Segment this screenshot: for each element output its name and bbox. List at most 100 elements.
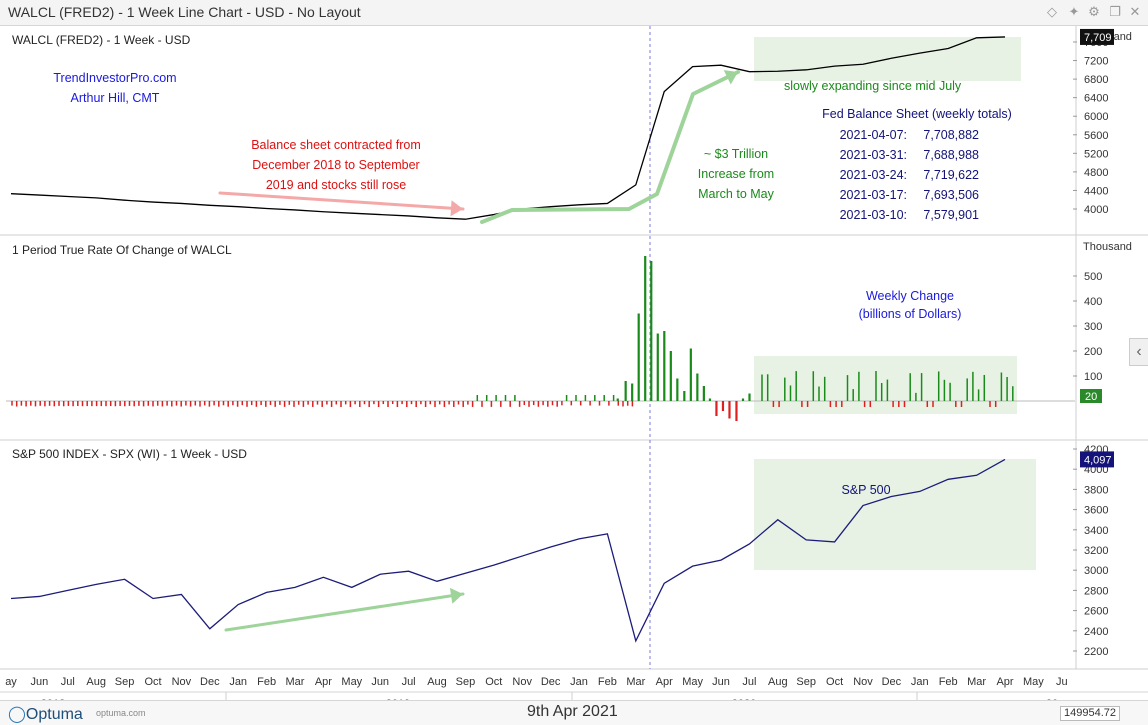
month-tick: Apr <box>656 676 673 688</box>
month-tick: Jun <box>712 676 730 688</box>
month-tick: Aug <box>768 676 788 688</box>
roc-bar <box>721 401 725 411</box>
month-tick: Sep <box>115 676 135 688</box>
contraction-arrow-head <box>450 200 463 217</box>
month-tick: Sep <box>456 676 476 688</box>
walcl-last-value-badge <box>1080 28 1114 45</box>
pin-icon[interactable]: ✦ <box>1068 4 1080 19</box>
month-tick: Mar <box>286 676 305 688</box>
month-tick: Jun <box>31 676 49 688</box>
roc-bar <box>637 313 640 401</box>
month-tick: Feb <box>257 676 276 688</box>
walcl-y-tick: 6000 <box>1084 111 1108 123</box>
increase-arrow <box>480 70 740 224</box>
fed-table-date: 2021-04-07: <box>840 128 907 142</box>
month-tick: ay <box>5 676 17 688</box>
month-tick: Dec <box>882 676 902 688</box>
roc-annotation: Weekly Change <box>866 289 954 303</box>
month-tick: Jul <box>61 676 75 688</box>
contraction-arrow <box>218 191 465 211</box>
increase-note: March to May <box>698 187 774 201</box>
month-tick: Feb <box>598 676 617 688</box>
roc-bar <box>624 381 627 401</box>
fed-table-date: 2021-03-31: <box>840 148 907 162</box>
close-icon[interactable]: ✕ <box>1129 4 1141 19</box>
chart-area[interactable]: 4000440048005200560060006400680072007600… <box>0 26 1148 700</box>
roc-panel-title: 1 Period True Rate Of Change of WALCL <box>12 243 232 257</box>
fed-table-value: 7,719,622 <box>923 168 979 182</box>
spx-last-value-badge <box>1080 451 1114 468</box>
spx-y-tick: 3400 <box>1084 525 1108 537</box>
roc-y-tick: 200 <box>1084 346 1102 358</box>
contraction-note: December 2018 to September <box>252 158 419 172</box>
spx-y-tick: 2800 <box>1084 585 1108 597</box>
fed-table-value: 7,693,506 <box>923 188 979 202</box>
month-tick: Dec <box>200 676 220 688</box>
roc-highlight-box <box>754 356 1017 414</box>
walcl-panel-title: WALCL (FRED2) - 1 Week - USD <box>12 33 191 47</box>
spx-last-value: 4,097 <box>1084 454 1112 466</box>
contraction-note: 2019 and stocks still rose <box>266 178 406 192</box>
month-tick: Mar <box>626 676 645 688</box>
site-link[interactable]: optuma.com <box>96 708 146 718</box>
roc-last-value-badge <box>1080 389 1102 403</box>
roc-y-tick: 400 <box>1084 296 1102 308</box>
spx-rise-arrow <box>224 592 465 632</box>
increase-note: ~ $3 Trillion <box>704 147 768 161</box>
roc-annotation: (billions of Dollars) <box>859 307 962 321</box>
spx-y-tick: 3000 <box>1084 565 1108 577</box>
walcl-y-tick: 5600 <box>1084 130 1108 142</box>
spx-series-label: S&P 500 <box>841 483 890 497</box>
walcl-y-tick: 6400 <box>1084 93 1108 105</box>
spx-y-tick: 3200 <box>1084 545 1108 557</box>
roc-bar <box>644 256 647 401</box>
roc-bar <box>702 386 705 401</box>
month-tick: May <box>341 676 362 688</box>
month-tick: Jan <box>229 676 247 688</box>
month-tick: Jan <box>911 676 929 688</box>
expansion-note: slowly expanding since mid July <box>784 79 962 93</box>
roc-bar <box>663 331 666 401</box>
year-tick: 2019 <box>386 698 410 700</box>
source-text: TrendInvestorPro.com <box>53 71 176 85</box>
month-tick: Nov <box>512 676 532 688</box>
walcl-y-tick: 7200 <box>1084 56 1108 68</box>
month-tick: Nov <box>853 676 873 688</box>
fed-table-value: 7,579,901 <box>923 208 979 222</box>
walcl-y-tick: 4800 <box>1084 167 1108 179</box>
chevron-left-icon[interactable]: ‹ <box>1129 338 1148 366</box>
roc-bar <box>676 378 679 401</box>
spx-highlight-box <box>754 459 1036 570</box>
walcl-y-tick: 6800 <box>1084 74 1108 86</box>
roc-y-tick: 100 <box>1084 371 1102 383</box>
month-tick: Oct <box>826 676 843 688</box>
footer: ◯Optuma optuma.com 9th Apr 2021 149954.7… <box>0 700 1148 725</box>
walcl-y-tick: 4000 <box>1084 204 1108 216</box>
fed-table-value: 7,688,988 <box>923 148 979 162</box>
roc-unit-label: Thousand <box>1083 241 1132 253</box>
roc-bar <box>689 348 692 401</box>
spx-y-tick: 2400 <box>1084 626 1108 638</box>
roc-bar <box>741 398 745 401</box>
month-tick: Ju <box>1056 676 1068 688</box>
month-tick: Apr <box>315 676 332 688</box>
fed-table-value: 7,708,882 <box>923 128 979 142</box>
month-tick: Apr <box>996 676 1013 688</box>
spx-y-tick: 3800 <box>1084 484 1108 496</box>
roc-last-value: 20 <box>1085 391 1097 403</box>
spx-panel-title: S&P 500 INDEX - SPX (WI) - 1 Week - USD <box>12 447 247 461</box>
fed-table-date: 2021-03-17: <box>840 188 907 202</box>
roc-bar <box>669 351 672 401</box>
spx-rise-arrow-head <box>449 587 463 604</box>
settings-icon[interactable]: ⚙ <box>1088 4 1100 19</box>
diamond-icon[interactable]: ◇ <box>1047 4 1057 19</box>
roc-bar <box>735 401 738 421</box>
restore-icon[interactable]: ❐ <box>1109 4 1121 19</box>
roc-bar <box>650 261 653 401</box>
fed-table-title: Fed Balance Sheet (weekly totals) <box>822 107 1012 121</box>
spx-series-line <box>10 458 1006 643</box>
walcl-y-tick: 5200 <box>1084 148 1108 160</box>
author-text: Arthur Hill, CMT <box>71 91 160 105</box>
month-tick: Aug <box>427 676 447 688</box>
roc-bar <box>708 398 712 401</box>
